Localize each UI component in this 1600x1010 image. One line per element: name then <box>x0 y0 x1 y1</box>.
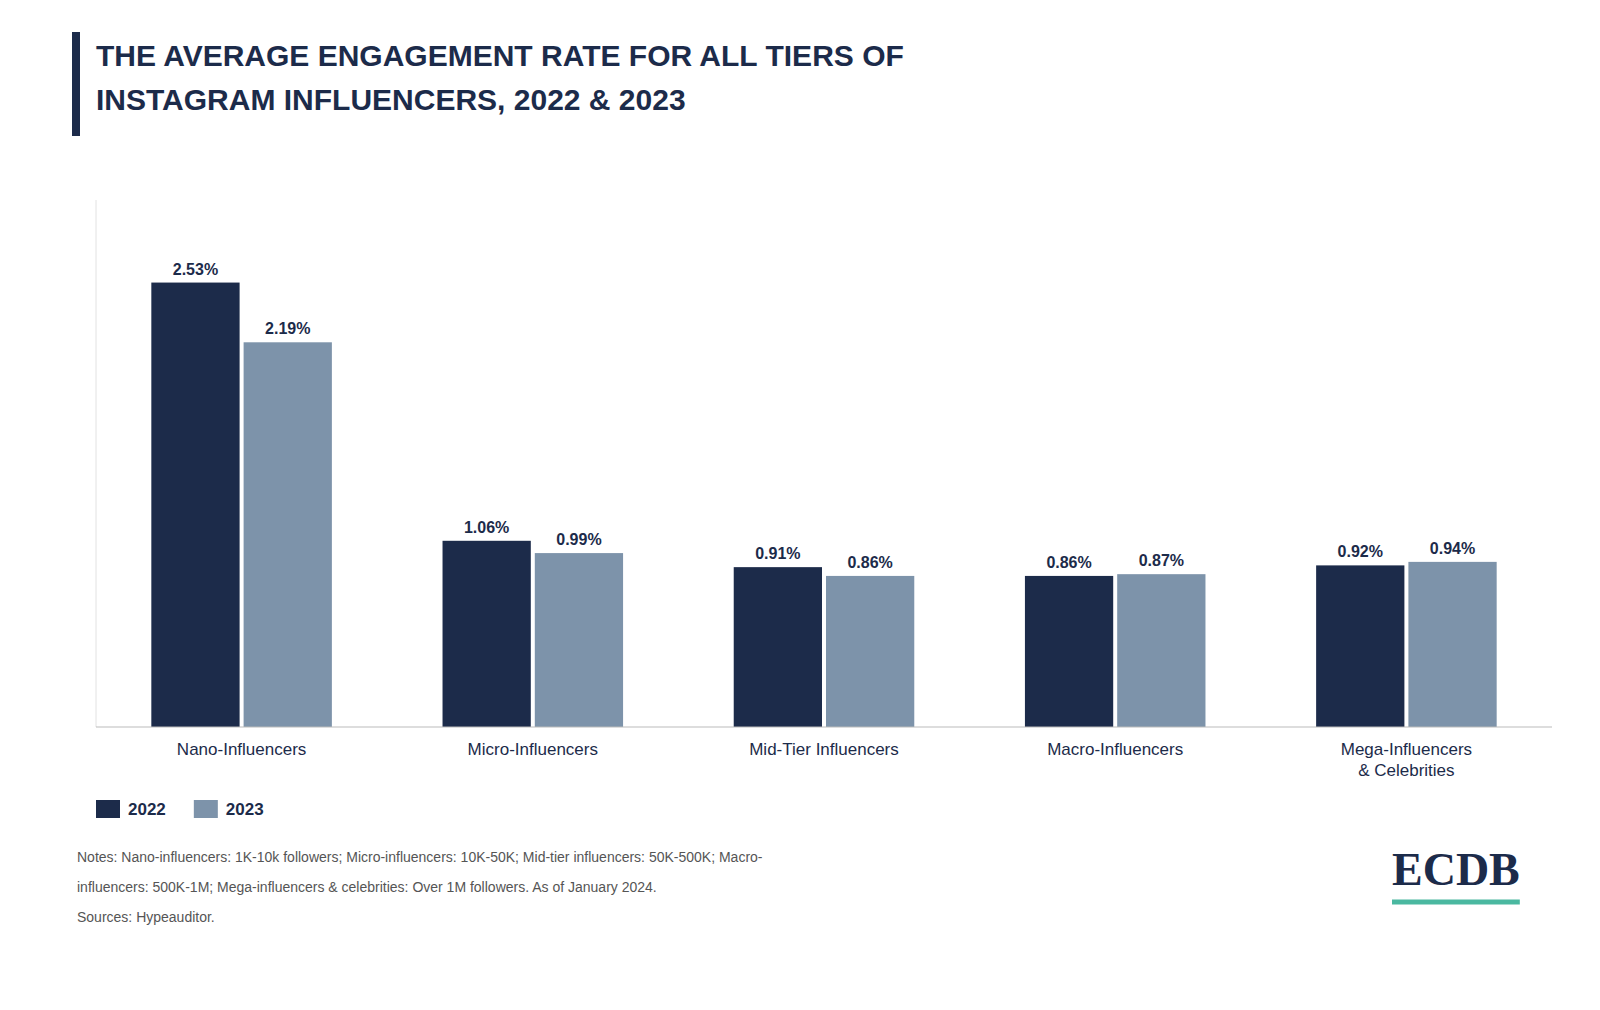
legend-swatch <box>96 800 120 818</box>
data-labels: 2.53% 1.06% 0.91% 0.86% 0.92% 2.19% 0.99% 0.86%… <box>173 261 1475 571</box>
bar <box>1408 562 1496 727</box>
title: THE AVERAGE ENGAGEMENT RATE FOR ALL TIER… <box>96 39 904 116</box>
chart-container: THE AVERAGE ENGAGEMENT RATE FOR ALL TIER… <box>0 0 1600 1010</box>
x-tick-label: Nano-Influencers <box>177 740 306 759</box>
data-label: 0.87% <box>1139 552 1184 569</box>
legend-swatch <box>194 800 218 818</box>
branding-underline <box>1392 900 1520 905</box>
chart-svg: THE AVERAGE ENGAGEMENT RATE FOR ALL TIER… <box>0 0 1600 1010</box>
data-label: 1.06% <box>464 519 509 536</box>
x-tick-label-line: Macro-Influencers <box>1047 740 1183 759</box>
note: Sources: Hypeauditor. <box>77 909 215 925</box>
data-label: 0.92% <box>1338 543 1383 560</box>
x-tick-label: Mid-Tier Influencers <box>749 740 899 759</box>
bar <box>244 342 332 727</box>
note: influencers: 500K-1M; Mega-influencers &… <box>77 879 657 895</box>
legend-label: 2023 <box>226 800 264 819</box>
data-label: 2.53% <box>173 261 218 278</box>
bar <box>734 567 822 727</box>
branding: ECDB <box>1392 844 1520 895</box>
title-line: INSTAGRAM INFLUENCERS, 2022 & 2023 <box>96 83 686 116</box>
title-accent <box>72 32 80 136</box>
bar <box>535 553 623 727</box>
x-axis-line <box>96 727 1552 728</box>
data-label: 0.86% <box>1046 554 1091 571</box>
bars <box>151 283 1496 727</box>
x-tick-label-line: Micro-Influencers <box>468 740 598 759</box>
x-tick-label-line: Mid-Tier Influencers <box>749 740 899 759</box>
data-label: 0.94% <box>1430 540 1475 557</box>
y-axis-line <box>96 200 97 727</box>
bar <box>826 576 914 727</box>
bar <box>151 283 239 727</box>
x-tick-label: Macro-Influencers <box>1047 740 1183 759</box>
data-label: 2.19% <box>265 320 310 337</box>
bar <box>1025 576 1113 727</box>
title-line: THE AVERAGE ENGAGEMENT RATE FOR ALL TIER… <box>96 39 904 72</box>
legend-label: 2022 <box>128 800 166 819</box>
x-tick-label-line: Nano-Influencers <box>177 740 306 759</box>
data-label: 0.99% <box>556 531 601 548</box>
x-tick-label: Mega-Influencers & Celebrities <box>1341 740 1472 780</box>
x-tick-label-line: & Celebrities <box>1358 761 1454 780</box>
note: Notes: Nano-influencers: 1K-10k follower… <box>77 849 763 865</box>
bar <box>1316 565 1404 727</box>
legend: 2022 2023 <box>96 800 264 819</box>
data-label: 0.91% <box>755 545 800 562</box>
bar <box>443 541 531 727</box>
x-tick-label-line: Mega-Influencers <box>1341 740 1472 759</box>
bar <box>1117 574 1205 727</box>
x-tick-label: Micro-Influencers <box>468 740 598 759</box>
data-label: 0.86% <box>847 554 892 571</box>
